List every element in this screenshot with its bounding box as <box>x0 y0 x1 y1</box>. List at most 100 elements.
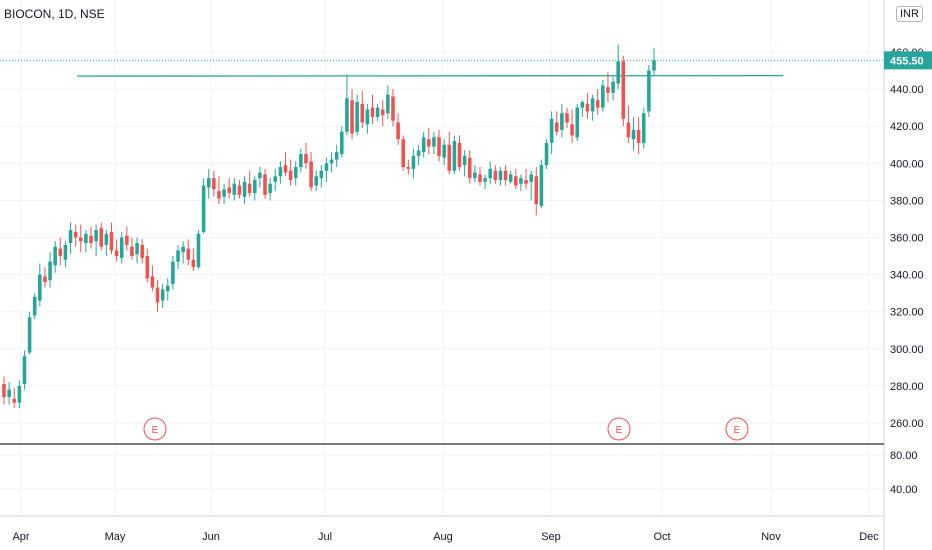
candle-body <box>150 276 155 288</box>
candle-body <box>314 176 318 186</box>
candle-body <box>406 167 411 169</box>
earnings-marker-label: E <box>152 425 159 436</box>
level-line <box>76 74 784 77</box>
candle-body <box>631 129 636 140</box>
candle-body <box>350 100 354 134</box>
horizontal-level-line[interactable] <box>76 74 784 77</box>
last-price-value: 455.50 <box>890 55 924 67</box>
candle-body <box>32 296 37 316</box>
price-tick-label: 320.00 <box>890 307 924 319</box>
candle-body <box>606 87 610 93</box>
candle-body <box>503 170 508 180</box>
candle-body <box>565 113 569 123</box>
earnings-marker-circle <box>725 417 749 441</box>
candle-body <box>99 228 104 247</box>
candle-body <box>43 276 47 283</box>
candle-body <box>125 235 129 245</box>
lower-pane-axis: 80.00 40.00 <box>890 450 918 496</box>
candle-body <box>94 230 98 242</box>
candle-body <box>380 109 385 116</box>
candle-body <box>160 289 165 301</box>
time-tick-label: May <box>105 531 126 543</box>
candle-body <box>478 174 482 182</box>
candle-body <box>222 189 226 197</box>
candle-body <box>145 256 150 279</box>
candle-body <box>580 102 585 108</box>
candle-body <box>48 261 52 281</box>
candle-body <box>585 103 590 112</box>
candle-body <box>647 70 651 112</box>
candle-body <box>89 235 93 244</box>
candle-body <box>186 248 191 260</box>
candle-body <box>135 243 139 255</box>
time-tick-label: Aug <box>433 531 453 543</box>
price-tick-label: 420.00 <box>890 121 924 133</box>
price-tick-label: 440.00 <box>890 84 924 96</box>
candle-body <box>268 183 272 193</box>
symbol-title[interactable]: BIOCON, 1D, NSE <box>4 7 105 21</box>
candle-body <box>396 122 400 140</box>
candle-body <box>119 237 124 258</box>
candle-body <box>319 170 324 179</box>
candle-body <box>104 233 109 245</box>
candle-body <box>273 176 278 182</box>
earnings-marker-circle <box>607 417 631 441</box>
candle-body <box>68 230 73 244</box>
candle-body <box>53 246 57 266</box>
candle-body <box>442 144 446 158</box>
candle-body <box>575 107 580 138</box>
candle-body <box>621 61 626 119</box>
candle-body <box>467 157 472 179</box>
candle-body <box>590 98 595 112</box>
candle-body <box>212 178 216 190</box>
candle-body <box>457 142 462 168</box>
candle-body <box>22 356 27 385</box>
candle-body <box>171 261 175 284</box>
candle-body <box>534 176 539 205</box>
currency-button[interactable]: INR <box>896 6 923 22</box>
candle-body <box>554 122 559 132</box>
candle-body <box>191 259 196 268</box>
candle-body <box>299 154 303 168</box>
time-tick-label: Dec <box>859 531 879 543</box>
earnings-marker-label: E <box>734 425 741 436</box>
candle-body <box>140 244 144 258</box>
candle-body <box>421 137 426 153</box>
candle-body <box>73 231 78 238</box>
candle-body <box>514 176 518 186</box>
candle-body <box>165 285 170 292</box>
candle-body <box>452 141 457 171</box>
candle-body <box>63 244 68 260</box>
candle-body <box>58 248 63 257</box>
last-price-badge <box>884 51 932 70</box>
candle-body <box>488 168 493 179</box>
candle-body <box>206 178 211 188</box>
candle-body <box>27 317 32 353</box>
candle-body <box>258 172 262 179</box>
time-tick-label: Oct <box>653 531 670 543</box>
candle-body <box>329 159 334 164</box>
candle-body <box>391 96 395 121</box>
candle-body <box>498 170 503 180</box>
price-axis[interactable]: 460.00440.00420.00400.00380.00360.00340.… <box>890 47 924 430</box>
time-tick-label: Jul <box>318 531 332 543</box>
candle-body <box>616 61 620 84</box>
lower-tick-label: 40.00 <box>890 484 918 496</box>
candle-body <box>427 139 431 147</box>
candle-body <box>201 185 206 232</box>
candle-body <box>196 233 201 268</box>
candle-body <box>237 185 242 195</box>
candle-body <box>293 167 298 179</box>
candle-body <box>155 287 160 303</box>
candle-body <box>524 179 528 184</box>
candle-body <box>549 118 554 143</box>
candle-body <box>636 129 641 143</box>
price-tick-label: 380.00 <box>890 195 924 207</box>
time-axis[interactable]: Apr May Jun Jul Aug Sep Oct Nov Dec <box>12 531 879 543</box>
candle-body <box>38 274 42 301</box>
candle-body <box>529 174 533 182</box>
candle-body <box>2 384 6 398</box>
candle-body <box>232 183 237 195</box>
price-tick-label: 300.00 <box>890 344 924 356</box>
